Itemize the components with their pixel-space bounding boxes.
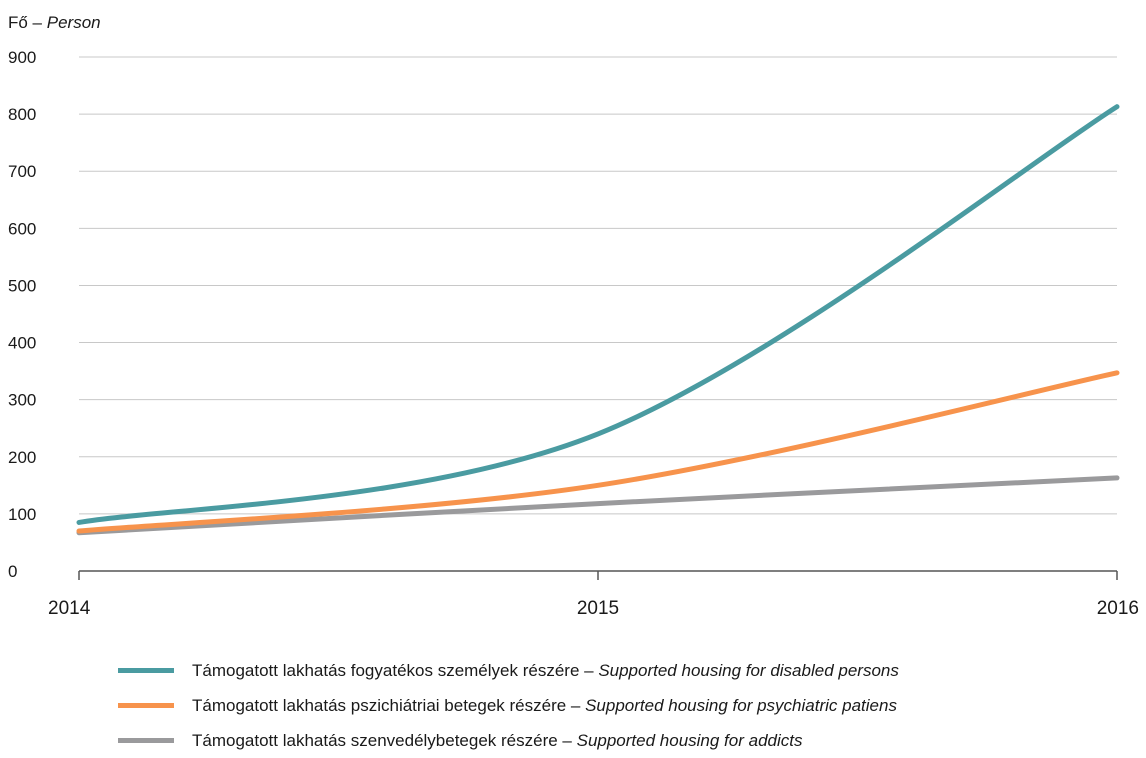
legend-label-hu: Támogatott lakhatás fogyatékos személyek… bbox=[192, 660, 599, 680]
x-tick-label: 2015 bbox=[577, 598, 619, 619]
legend-item-psychiatric: Támogatott lakhatás pszichiátriai betege… bbox=[118, 688, 899, 723]
y-tick-label: 300 bbox=[8, 391, 36, 410]
legend-label-en: Supported housing for addicts bbox=[576, 730, 803, 750]
y-tick-label: 500 bbox=[8, 276, 36, 295]
legend-swatch-psychiatric bbox=[118, 703, 174, 708]
y-tick-label: 600 bbox=[8, 219, 36, 238]
y-unit-label: Fő – Person bbox=[8, 13, 101, 32]
line-chart: Fő – Person 0 100 200 300 400 500 600 700 800 900… bbox=[8, 13, 1139, 619]
y-axis: 0 100 200 300 400 500 600 700 800 900 bbox=[8, 48, 36, 581]
x-tick-label: 2016 bbox=[1097, 598, 1139, 619]
legend-item-addicts: Támogatott lakhatás szenvedélybetegek ré… bbox=[118, 723, 899, 758]
series-lines bbox=[76, 104, 1120, 536]
legend-label-psychiatric: Támogatott lakhatás pszichiátriai betege… bbox=[192, 696, 897, 716]
legend-item-disabled: Támogatott lakhatás fogyatékos személyek… bbox=[118, 653, 899, 688]
series-line-2 bbox=[76, 475, 1120, 536]
x-axis: 2014 2015 2016 bbox=[48, 570, 1139, 619]
legend-label-disabled: Támogatott lakhatás fogyatékos személyek… bbox=[192, 661, 899, 681]
legend-label-en: Supported housing for psychiatric patien… bbox=[585, 695, 897, 715]
legend-label-en: Supported housing for disabled persons bbox=[598, 660, 899, 680]
y-unit-label-main: Fő – bbox=[8, 13, 47, 32]
legend-swatch-addicts bbox=[118, 738, 174, 743]
series-line-0 bbox=[76, 104, 1120, 525]
y-tick-label: 0 bbox=[8, 562, 17, 581]
series-line-1 bbox=[76, 370, 1120, 534]
y-unit-label-italic: Person bbox=[47, 13, 101, 32]
y-tick-label: 700 bbox=[8, 162, 36, 181]
y-tick-label: 900 bbox=[8, 48, 36, 67]
y-tick-label: 400 bbox=[8, 334, 36, 353]
y-tick-label: 200 bbox=[8, 448, 36, 467]
legend: Támogatott lakhatás fogyatékos személyek… bbox=[118, 653, 899, 758]
y-tick-label: 800 bbox=[8, 105, 36, 124]
x-tick-label: 2014 bbox=[48, 598, 91, 619]
grid-lines bbox=[79, 56, 1117, 515]
legend-label-hu: Támogatott lakhatás pszichiátriai betege… bbox=[192, 695, 586, 715]
legend-label-addicts: Támogatott lakhatás szenvedélybetegek ré… bbox=[192, 731, 802, 751]
legend-swatch-disabled bbox=[118, 668, 174, 673]
legend-label-hu: Támogatott lakhatás szenvedélybetegek ré… bbox=[192, 730, 577, 750]
y-tick-label: 100 bbox=[8, 505, 36, 524]
